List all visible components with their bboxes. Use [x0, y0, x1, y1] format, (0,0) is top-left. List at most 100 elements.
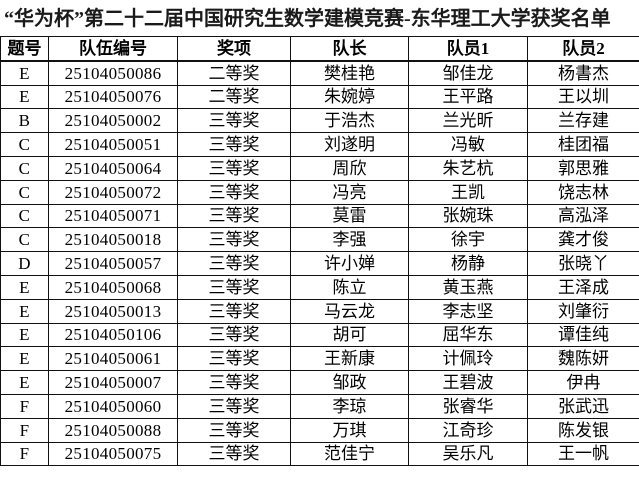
- cell-captain: 范佳宁: [290, 441, 409, 467]
- table-header-row: 题号 队伍编号 奖项 队长 队员1 队员2: [0, 35, 639, 62]
- cell-team_id: 25104050013: [48, 298, 178, 324]
- column-header-member1: 队员1: [408, 35, 528, 62]
- cell-captain: 许小婵: [290, 251, 409, 276]
- cell-problem: E: [0, 84, 49, 110]
- cell-member1: 王凯: [408, 179, 528, 205]
- cell-captain: 朱婉婷: [290, 84, 409, 110]
- cell-captain: 樊桂艳: [290, 60, 409, 86]
- cell-award: 三等奖: [177, 155, 291, 181]
- cell-award: 三等奖: [177, 132, 291, 157]
- cell-problem: C: [0, 203, 49, 229]
- cell-award: 三等奖: [177, 227, 291, 253]
- cell-member2: 高泓泽: [527, 203, 639, 229]
- table-row: F 25104050075 三等奖 范佳宁 吴乐凡 王一帆: [0, 441, 639, 467]
- cell-team_id: 25104050018: [48, 227, 178, 253]
- cell-problem: E: [0, 370, 49, 395]
- cell-member1: 王平路: [408, 84, 528, 110]
- cell-captain: 马云龙: [290, 298, 409, 324]
- cell-team_id: 25104050068: [48, 274, 178, 300]
- cell-award: 三等奖: [177, 393, 291, 419]
- table-row: F 25104050060 三等奖 李琼 张睿华 张武迅: [0, 393, 639, 419]
- cell-member2: 杨書杰: [527, 60, 639, 86]
- table-row: C 25104050071 三等奖 莫雷 张婉珠 高泓泽: [0, 203, 639, 229]
- cell-problem: E: [0, 322, 49, 348]
- cell-problem: C: [0, 155, 49, 181]
- cell-award: 三等奖: [177, 274, 291, 300]
- column-header-problem: 题号: [0, 35, 49, 62]
- cell-member1: 张睿华: [408, 393, 528, 419]
- cell-team_id: 25104050088: [48, 417, 178, 443]
- cell-award: 三等奖: [177, 322, 291, 348]
- cell-team_id: 25104050064: [48, 155, 178, 181]
- cell-problem: D: [0, 251, 49, 276]
- cell-team_id: 25104050061: [48, 346, 178, 372]
- cell-captain: 冯亮: [290, 179, 409, 205]
- cell-award: 三等奖: [177, 370, 291, 395]
- cell-captain: 李强: [290, 227, 409, 253]
- cell-captain: 陈立: [290, 274, 409, 300]
- column-header-member2: 队员2: [527, 35, 639, 62]
- cell-member1: 张婉珠: [408, 203, 528, 229]
- cell-team_id: 25104050072: [48, 179, 178, 205]
- cell-team_id: 25104050051: [48, 132, 178, 157]
- cell-problem: E: [0, 60, 49, 86]
- cell-member1: 黄玉燕: [408, 274, 528, 300]
- cell-problem: B: [0, 108, 49, 134]
- cell-captain: 王新康: [290, 346, 409, 372]
- cell-member2: 张晓丫: [527, 251, 639, 276]
- cell-team_id: 25104050057: [48, 251, 178, 276]
- table-row: C 25104050018 三等奖 李强 徐宇 龚才俊: [0, 227, 639, 253]
- cell-captain: 周欣: [290, 155, 409, 181]
- cell-award: 三等奖: [177, 179, 291, 205]
- cell-member1: 江奇珍: [408, 417, 528, 443]
- cell-award: 三等奖: [177, 417, 291, 443]
- cell-member2: 伊冉: [527, 370, 639, 395]
- cell-member1: 冯敏: [408, 132, 528, 157]
- table-row: C 25104050064 三等奖 周欣 朱艺杭 郭思雅: [0, 155, 639, 181]
- page-title: “华为杯”第二十二届中国研究生数学建模竞赛-东华理工大学获奖名单: [4, 8, 611, 30]
- cell-member1: 王碧波: [408, 370, 528, 395]
- cell-award: 三等奖: [177, 203, 291, 229]
- table-row: E 25104050061 三等奖 王新康 计佩玲 魏陈妍: [0, 346, 639, 372]
- cell-member1: 屈华东: [408, 322, 528, 348]
- table-row: E 25104050086 二等奖 樊桂艳 邹佳龙 杨書杰: [0, 60, 639, 86]
- cell-award: 三等奖: [177, 441, 291, 467]
- table-body: E 25104050086 二等奖 樊桂艳 邹佳龙 杨書杰 E 25104050076 二等奖朱…: [0, 60, 639, 467]
- cell-captain: 莫雷: [290, 203, 409, 229]
- cell-problem: F: [0, 393, 49, 419]
- cell-problem: E: [0, 298, 49, 324]
- cell-problem: E: [0, 274, 49, 300]
- cell-member1: 邹佳龙: [408, 60, 528, 86]
- cell-member2: 王一帆: [527, 441, 639, 467]
- cell-member2: 王以圳: [527, 84, 639, 110]
- cell-member2: 龚才俊: [527, 227, 639, 253]
- cell-member2: 张武迅: [527, 393, 639, 419]
- cell-member2: 陈发银: [527, 417, 639, 443]
- cell-member2: 饶志林: [527, 179, 639, 205]
- cell-award: 三等奖: [177, 251, 291, 276]
- cell-member1: 吴乐凡: [408, 441, 528, 467]
- cell-member1: 朱艺杭: [408, 155, 528, 181]
- cell-captain: 邹政: [290, 370, 409, 395]
- cell-problem: C: [0, 227, 49, 253]
- cell-team_id: 25104050007: [48, 370, 178, 395]
- cell-award: 二等奖: [177, 84, 291, 110]
- table-row: F 25104050088 三等奖 万琪 江奇珍 陈发银: [0, 417, 639, 443]
- table-row: B 25104050002 三等奖 于浩杰 兰光昕 兰存建: [0, 108, 639, 134]
- cell-award: 三等奖: [177, 298, 291, 324]
- cell-member1: 徐宇: [408, 227, 528, 253]
- cell-member2: 郭思雅: [527, 155, 639, 181]
- cell-member1: 李志坚: [408, 298, 528, 324]
- table-row: E 25104050106 三等奖 胡可 屈华东 谭佳纯: [0, 322, 639, 348]
- cell-captain: 胡可: [290, 322, 409, 348]
- table-row: C 25104050072 三等奖 冯亮 王凯 饶志林: [0, 179, 639, 205]
- column-header-team_id: 队伍编号: [48, 35, 178, 62]
- cell-problem: C: [0, 179, 49, 205]
- cell-award: 三等奖: [177, 108, 291, 134]
- cell-member2: 王泽成: [527, 274, 639, 300]
- cell-member1: 计佩玲: [408, 346, 528, 372]
- table-row: E 25104050076 二等奖 朱婉婷 王平路 王以圳: [0, 84, 639, 110]
- cell-member2: 桂团福: [527, 132, 639, 157]
- column-header-captain: 队长: [290, 35, 409, 62]
- awards-table: 题号 队伍编号 奖项 队长 队员1 队员2 E 25104050086 二等奖 樊桂艳 邹佳龙 杨書…: [0, 35, 639, 467]
